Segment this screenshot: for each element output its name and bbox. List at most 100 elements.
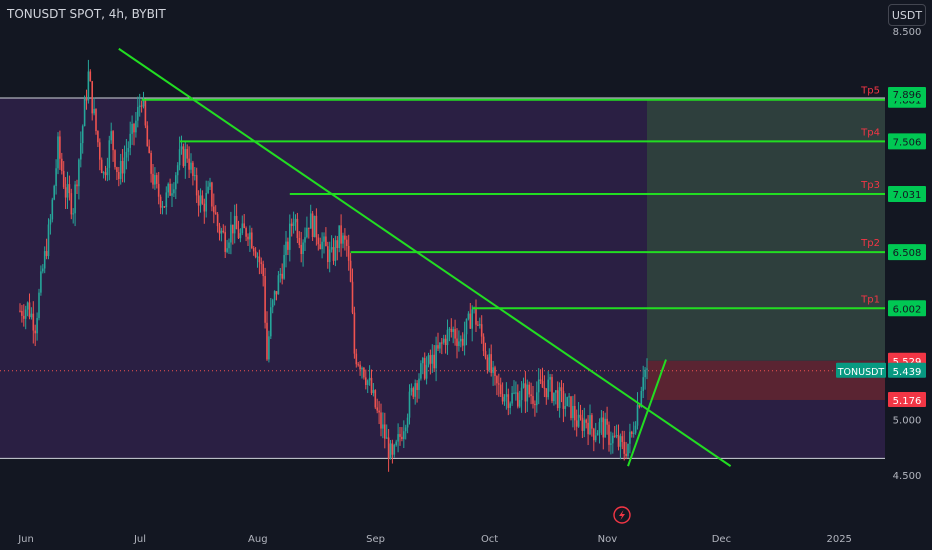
- candle: [28, 293, 31, 320]
- candle-body: [340, 225, 342, 244]
- candle-body: [414, 383, 416, 397]
- candle-body: [283, 255, 285, 279]
- candle: [551, 374, 553, 404]
- candle-body: [328, 249, 331, 263]
- candle-body: [581, 417, 584, 431]
- candle: [271, 298, 274, 314]
- symbol-badge-text: TONUSDT: [837, 367, 885, 378]
- candle-body: [313, 215, 316, 238]
- candle: [518, 390, 521, 409]
- candle: [355, 348, 358, 368]
- candle: [526, 379, 529, 412]
- candle: [182, 143, 185, 168]
- candle: [239, 228, 242, 243]
- candle-body: [442, 338, 445, 343]
- candle-body: [380, 412, 382, 429]
- candle: [138, 93, 141, 117]
- currency-button[interactable]: USDT: [888, 4, 926, 26]
- candle: [140, 100, 143, 113]
- candle: [205, 180, 207, 218]
- candle-body: [406, 417, 409, 428]
- candle-body: [315, 215, 318, 238]
- candle: [499, 377, 502, 398]
- candle-body: [279, 273, 282, 276]
- candle-body: [336, 240, 339, 249]
- candle: [602, 411, 605, 450]
- candle: [332, 238, 335, 265]
- candle: [370, 369, 373, 396]
- candle: [482, 333, 485, 357]
- candle: [275, 291, 278, 301]
- candle-body: [247, 236, 249, 240]
- candle: [309, 204, 312, 229]
- candle: [137, 96, 139, 128]
- candle-body: [243, 223, 245, 229]
- candle-body: [266, 322, 268, 360]
- candle: [477, 321, 479, 327]
- candle: [644, 367, 646, 390]
- candle-body: [537, 379, 540, 393]
- target-zone: [647, 99, 885, 361]
- candle: [374, 389, 377, 410]
- candle: [313, 215, 316, 238]
- candle-body: [412, 388, 415, 397]
- candle: [501, 382, 504, 405]
- candle: [513, 380, 515, 395]
- candle-body: [161, 206, 164, 208]
- lightning-icon[interactable]: [613, 506, 631, 524]
- candle-body: [289, 223, 291, 250]
- candle: [26, 301, 29, 317]
- candle-body: [456, 338, 458, 347]
- candle-body: [479, 324, 481, 326]
- candle: [66, 171, 69, 210]
- candle: [76, 179, 78, 195]
- candle-body: [416, 383, 418, 391]
- candle-body: [42, 268, 44, 272]
- candle: [203, 198, 206, 224]
- candle-body: [587, 422, 589, 435]
- candle: [615, 424, 618, 439]
- candle: [110, 122, 112, 144]
- candle-body: [294, 218, 297, 223]
- candle-body: [418, 378, 420, 391]
- candle: [95, 108, 97, 135]
- candle-body: [302, 242, 304, 255]
- candle-body: [127, 147, 130, 152]
- candle-body: [180, 146, 183, 150]
- candle-body: [169, 183, 171, 196]
- candle: [423, 352, 426, 381]
- range-top-badge: [888, 87, 926, 102]
- candle: [467, 311, 470, 321]
- candle: [135, 111, 137, 138]
- candle: [465, 318, 468, 346]
- candle: [577, 402, 580, 428]
- target-label-tp1: Tp1: [860, 294, 880, 305]
- candle-body: [233, 215, 236, 234]
- candle: [444, 334, 447, 354]
- candle-body: [125, 151, 128, 158]
- candle-body: [205, 192, 207, 212]
- candle: [292, 211, 295, 234]
- candle-body: [613, 435, 616, 437]
- candle: [366, 379, 369, 394]
- candle: [270, 297, 272, 340]
- candle-body: [207, 186, 209, 193]
- candle: [610, 431, 612, 455]
- candle-body: [505, 394, 508, 397]
- candle: [509, 401, 511, 415]
- candle: [353, 306, 356, 359]
- candle-body: [99, 142, 101, 160]
- candle-body: [494, 367, 496, 377]
- candle-body: [57, 136, 59, 169]
- candle-body: [28, 302, 31, 318]
- candle: [211, 181, 213, 212]
- candle: [549, 373, 551, 392]
- candle: [51, 197, 54, 223]
- candle-body: [368, 377, 371, 381]
- symbol-badge: [836, 362, 886, 378]
- candle-body: [260, 262, 263, 265]
- candle: [368, 365, 371, 386]
- candle: [251, 227, 253, 250]
- candle-body: [393, 445, 396, 455]
